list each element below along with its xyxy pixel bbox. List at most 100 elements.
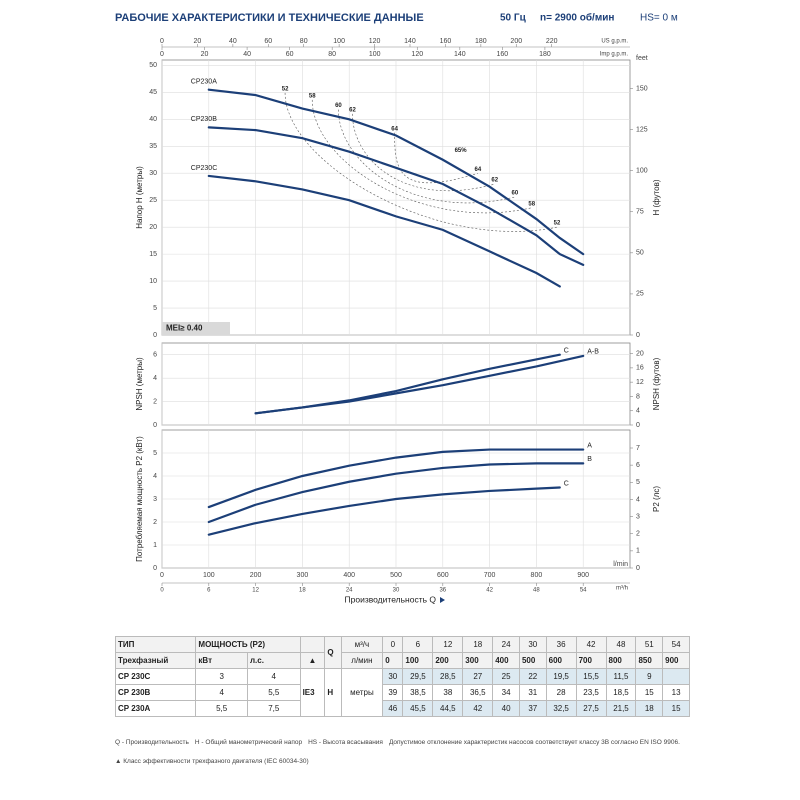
top-tick-label: 20 xyxy=(194,38,202,45)
y-axis-title: Напор H (метры) xyxy=(135,166,144,229)
table-cell: 500 xyxy=(518,652,547,669)
table-cell: 38 xyxy=(432,684,464,701)
top-tick-label: 120 xyxy=(369,38,381,45)
x2-tick-label: 48 xyxy=(533,588,540,594)
table-cell: 30 xyxy=(518,636,547,653)
table-cell: 100 xyxy=(402,652,434,669)
efficiency-curve xyxy=(352,113,495,192)
curve xyxy=(207,462,585,524)
y-tick-label: 0 xyxy=(153,565,157,572)
efficiency-label: 60 xyxy=(512,191,519,197)
y-tick-label: 5 xyxy=(153,305,157,312)
y-tick-label: 45 xyxy=(149,89,157,96)
table-cell: 51 xyxy=(635,636,664,653)
x-tick-label: 300 xyxy=(297,572,309,579)
table-cell: 850 xyxy=(635,652,664,669)
table-cell: 5,5 xyxy=(195,700,248,717)
x-tick-label: 600 xyxy=(437,572,449,579)
table-row: CP 230A 5,5 7,5 46 45,5 44,5 42 40 37 32,5 27,5 21,… xyxy=(114,700,690,717)
y2-tick-label: 16 xyxy=(636,365,644,372)
table-cell: МОЩНОСТЬ (P2) xyxy=(195,636,301,653)
top-tick-label: 180 xyxy=(475,38,487,45)
y2-tick-label: 6 xyxy=(636,462,640,469)
notes: Q - Производительность H - Общий манометр… xyxy=(115,738,695,766)
top-tick-label: 20 xyxy=(201,51,209,58)
table-cell: 19,5 xyxy=(545,668,577,685)
table-cell: 36 xyxy=(545,636,577,653)
x2-tick-label: 18 xyxy=(299,588,306,594)
y-axis-title: Потребляемая мощность P2 (кВт) xyxy=(135,436,144,562)
y-tick-label: 20 xyxy=(149,224,157,231)
y-tick-label: 3 xyxy=(153,496,157,503)
top-tick-label: 140 xyxy=(404,38,416,45)
y2-tick-label: 2 xyxy=(636,531,640,538)
top-tick-label: 160 xyxy=(497,51,509,58)
suction-height: HS= 0 м xyxy=(640,13,678,24)
y2-tick-label: 75 xyxy=(636,209,644,216)
x2-tick-label: 6 xyxy=(207,588,211,594)
table-cell: ▲ xyxy=(299,652,326,669)
table-cell: л/мин xyxy=(340,652,384,669)
table-cell: IE3 xyxy=(299,668,326,717)
x2-tick-label: 12 xyxy=(252,588,259,594)
y2-tick-label: 8 xyxy=(636,393,640,400)
table-cell: 0 xyxy=(382,652,404,669)
top-tick-label: 100 xyxy=(333,38,345,45)
series-label: CP230A xyxy=(191,79,217,86)
efficiency-label: 64 xyxy=(475,167,482,173)
series-label: C xyxy=(564,480,569,487)
curve xyxy=(207,174,561,288)
y2-tick-label: 1 xyxy=(636,548,640,555)
efficiency-label: 52 xyxy=(554,221,561,227)
series-label: B xyxy=(587,456,592,463)
table-row: CP 230B 4 5,5 39 38,5 38 36,5 34 31 28 23,5 18,5 15 1… xyxy=(114,684,690,701)
table-cell: 400 xyxy=(492,652,520,669)
x2-tick-label: 0 xyxy=(160,588,164,594)
top-tick-label: 80 xyxy=(300,38,308,45)
table-cell: м³/ч xyxy=(340,636,384,653)
table-row: Трехфазный кВт л.с. ▲ л/мин 0 100 200 300 400 500 6… xyxy=(114,652,690,669)
table-cell: 200 xyxy=(432,652,464,669)
y2-tick-label: 5 xyxy=(636,479,640,486)
y-tick-label: 50 xyxy=(149,62,157,69)
curve xyxy=(207,88,585,256)
note: H - Общий манометрический напор xyxy=(194,739,303,746)
curve xyxy=(207,486,561,536)
table-cell: 37 xyxy=(518,700,547,717)
table-cell: ТИП xyxy=(114,636,197,653)
y2-tick-label: 25 xyxy=(636,291,644,298)
curve xyxy=(254,354,585,415)
efficiency-curve xyxy=(284,92,558,232)
table-cell: 24 xyxy=(492,636,520,653)
table-cell: 18,5 xyxy=(605,684,637,701)
table-cell: л.с. xyxy=(246,652,301,669)
x-tick-label: 400 xyxy=(343,572,355,579)
table-cell: 18 xyxy=(635,700,664,717)
top-tick-label: 100 xyxy=(369,51,381,58)
y2-tick-label: 125 xyxy=(636,126,648,133)
efficiency-label: 62 xyxy=(349,107,356,113)
y2-tick-label: 4 xyxy=(636,408,640,415)
x2-tick-label: 54 xyxy=(580,588,587,594)
x-tick-label: 900 xyxy=(577,572,589,579)
table-cell: 22 xyxy=(518,668,547,685)
top-tick-label: 0 xyxy=(160,38,164,45)
efficiency-label: 60 xyxy=(335,103,342,109)
table-cell: CP 230C xyxy=(114,668,197,685)
table-cell xyxy=(662,668,690,685)
table-cell: кВт xyxy=(195,652,248,669)
mei-box xyxy=(162,322,230,335)
title: РАБОЧИЕ ХАРАКТЕРИСТИКИ И ТЕХНИЧЕСКИЕ ДАН… xyxy=(115,12,424,24)
y-tick-label: 25 xyxy=(149,197,157,204)
x2-tick-label: 36 xyxy=(439,588,446,594)
table-cell: 7,5 xyxy=(246,700,301,717)
table-cell: 28,5 xyxy=(432,668,464,685)
y-tick-label: 5 xyxy=(153,450,157,457)
x2-tick-label: 24 xyxy=(346,588,353,594)
table-cell: 0 xyxy=(382,636,404,653)
table-cell: 31 xyxy=(518,684,547,701)
table-cell: 27 xyxy=(462,668,494,685)
table-cell: 40 xyxy=(492,700,520,717)
